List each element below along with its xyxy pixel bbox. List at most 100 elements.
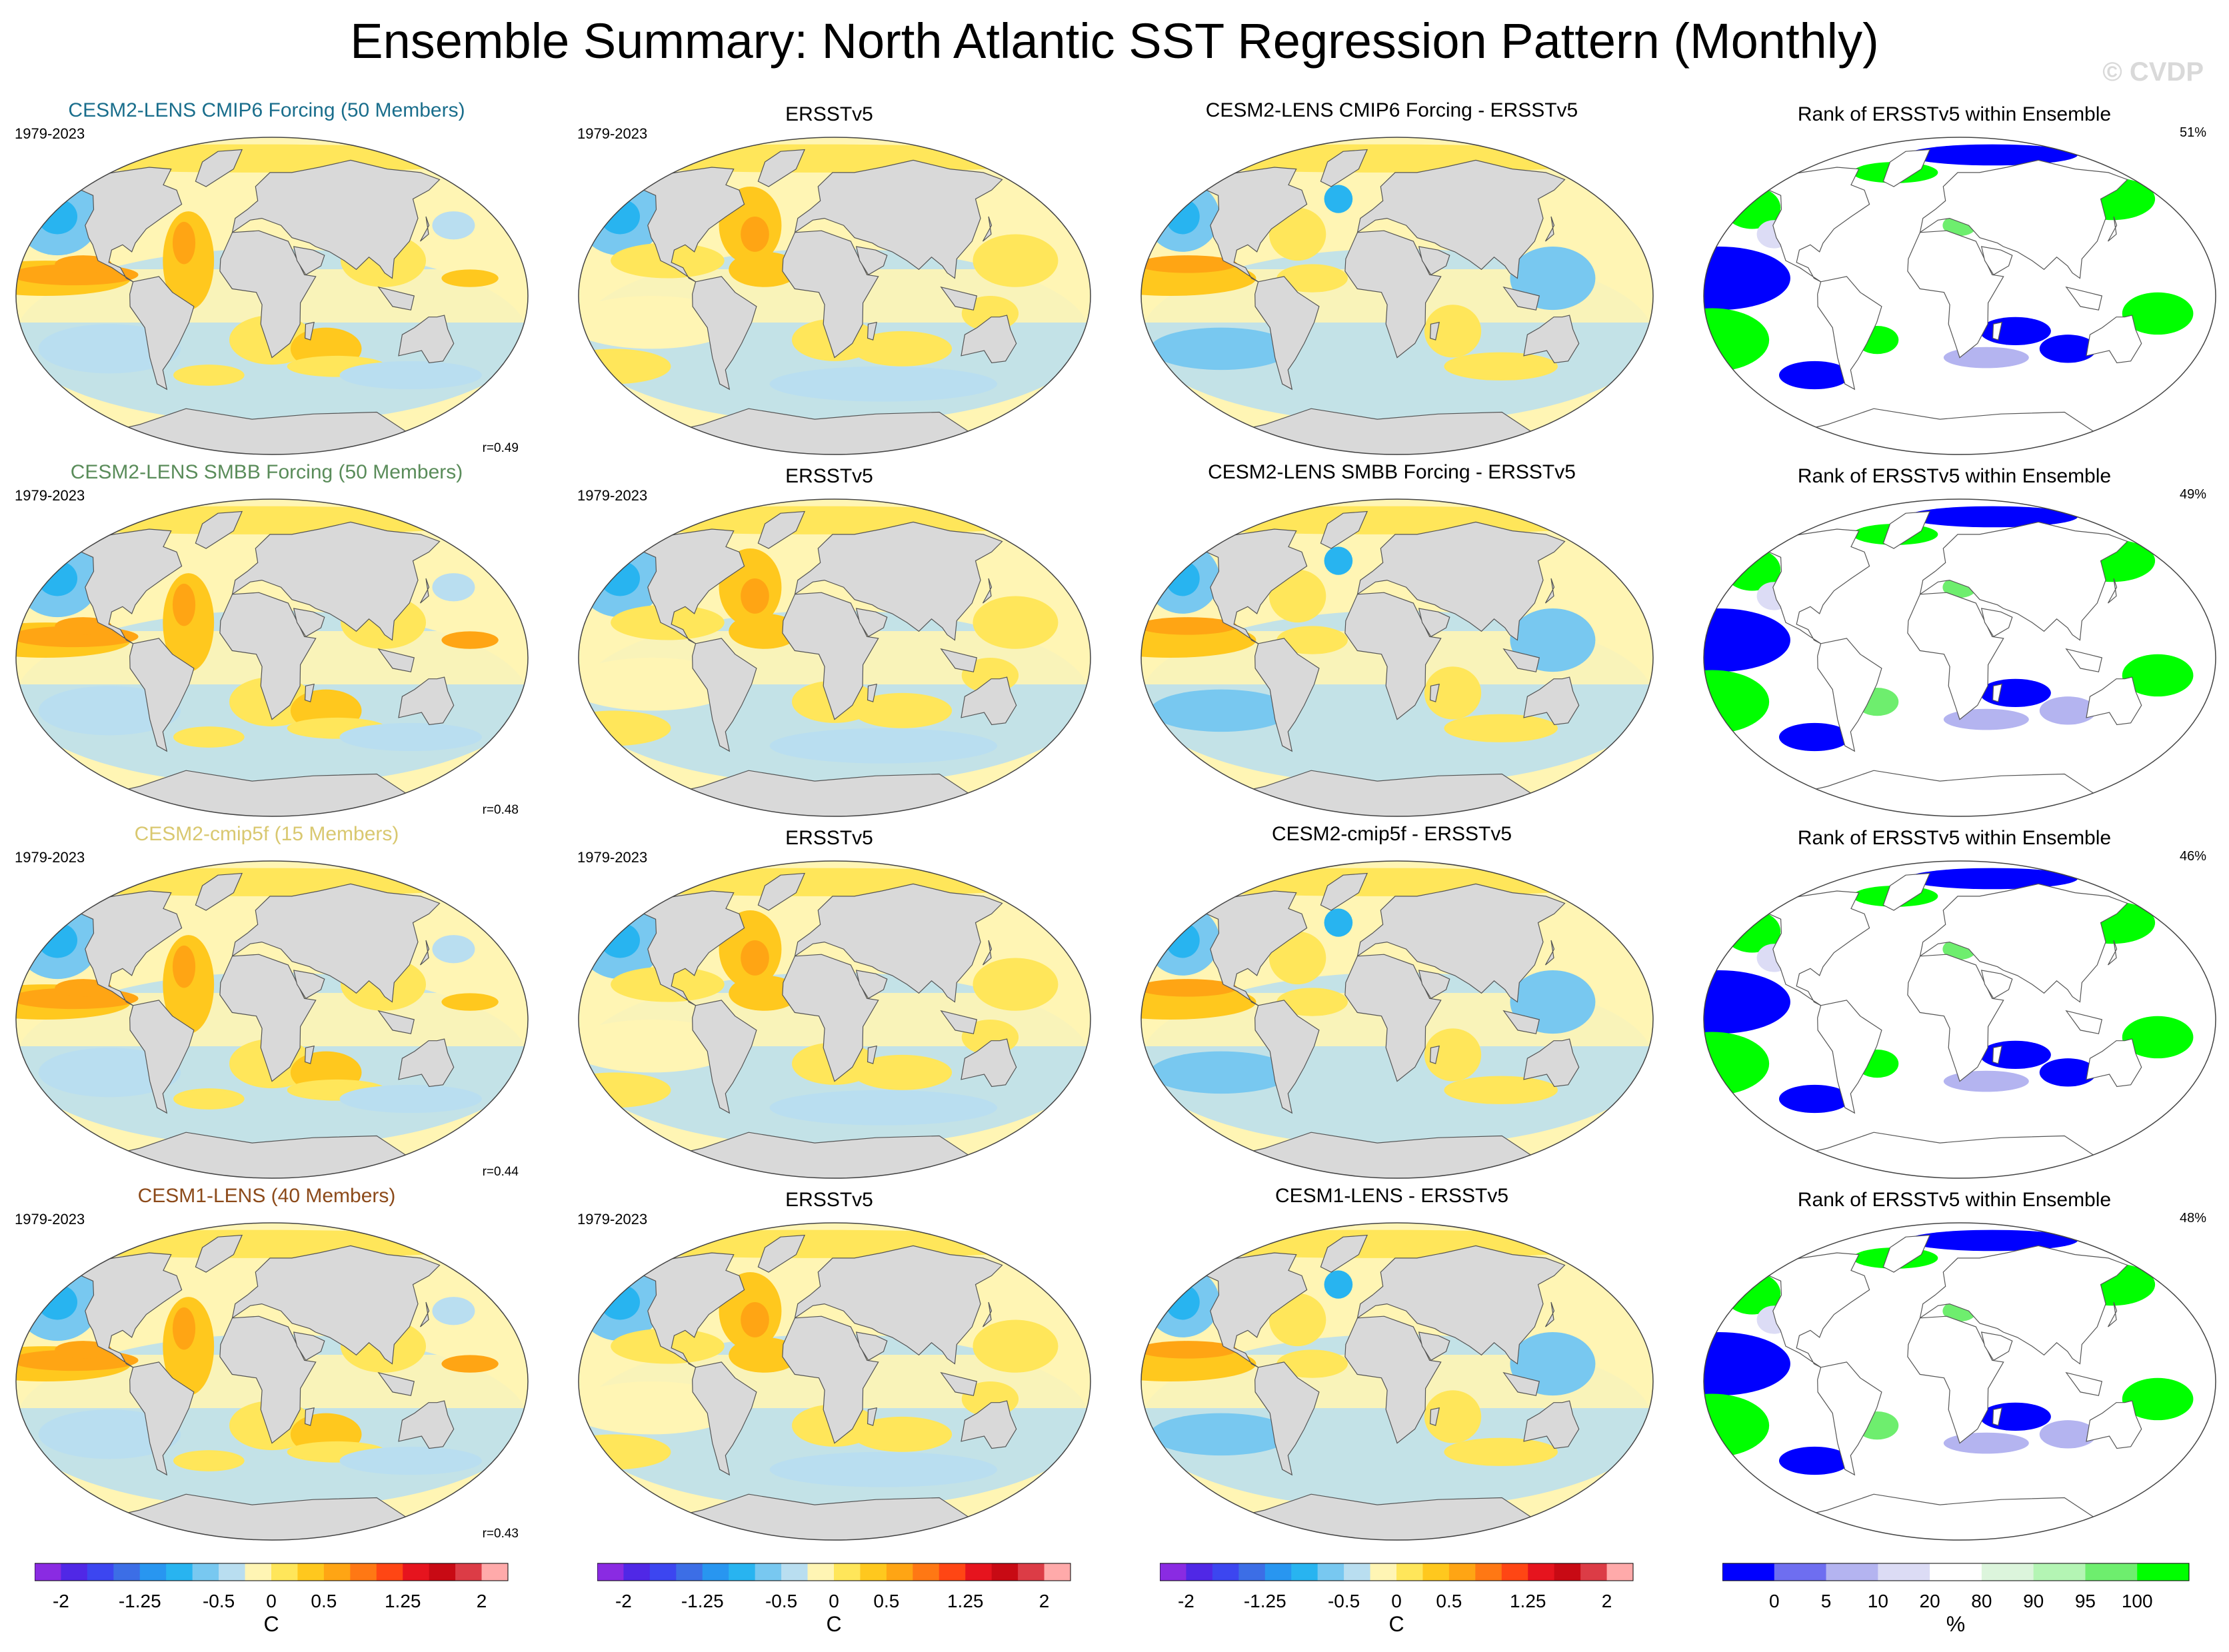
obs-title: ERSSTv5 — [785, 827, 873, 849]
map-border — [15, 860, 529, 1179]
anomaly-region — [1276, 1349, 1348, 1378]
land-mass — [982, 578, 993, 604]
land-mass — [129, 276, 195, 391]
land-mass — [195, 510, 243, 549]
map-border — [15, 498, 529, 817]
anomaly-region — [852, 692, 953, 728]
colorbar-swatch — [1264, 1563, 1292, 1581]
land-mass — [867, 1407, 877, 1426]
colorbar-swatch — [939, 1563, 966, 1581]
anomaly-region — [172, 583, 196, 626]
land-mass — [1817, 1361, 1882, 1476]
anomaly-region — [339, 361, 482, 390]
diff-map — [1140, 137, 1654, 455]
land-mass — [1502, 1010, 1540, 1034]
map-holder — [1138, 1220, 1656, 1546]
obs-map — [578, 137, 1091, 455]
land-mass — [1188, 167, 1308, 283]
map-holder — [576, 1220, 1093, 1546]
pattern-correlation: r=0.48 — [482, 803, 519, 817]
anomaly-region — [1268, 931, 1326, 985]
colorbar-rank: 0 5 10 20 80 90 95 100% — [1722, 1563, 2202, 1636]
colorbar-swatch — [702, 1563, 729, 1581]
anomaly-region — [172, 221, 196, 265]
pattern-correlation: r=0.43 — [482, 1527, 519, 1541]
colorbar-tick-label: 1.25 — [1509, 1591, 1546, 1611]
anomaly-region — [37, 199, 78, 235]
colorbar-tick-label: -1.25 — [1243, 1591, 1286, 1611]
anomaly-region — [1276, 988, 1348, 1016]
panel-model-row-4: CESM1-LENS (40 Members) 1979-2023 r=0.43 — [0, 1183, 533, 1545]
colorbar-tick-label: 0.5 — [873, 1591, 900, 1611]
land-mass — [867, 321, 877, 341]
colorbar-swatch — [166, 1563, 193, 1581]
anomaly-region — [1778, 1446, 1850, 1475]
map-holder — [1138, 496, 1656, 822]
anomaly-region — [2122, 1377, 2194, 1421]
colorbar-strip — [35, 1563, 509, 1581]
obs-map — [578, 860, 1091, 1179]
anomaly-region — [16, 1230, 511, 1258]
anomaly-region — [741, 217, 769, 252]
anomaly-region — [1778, 361, 1850, 390]
land-mass — [1882, 872, 1931, 911]
colorbar-swatch — [403, 1563, 430, 1581]
colorbar-tick-label: 0 — [829, 1591, 839, 1611]
land-mass — [129, 1361, 195, 1476]
land-mass — [1429, 321, 1440, 341]
anomaly-region — [441, 993, 499, 1011]
land-mass — [961, 1038, 1017, 1088]
anomaly-region — [2039, 1420, 2097, 1449]
anomaly-region — [1980, 1402, 2051, 1431]
anomaly-region — [2122, 1016, 2194, 1059]
land-mass — [1817, 1000, 1882, 1114]
land-mass — [195, 872, 243, 911]
anomaly-region — [2039, 696, 2097, 725]
land-mass — [1356, 1245, 1566, 1365]
land-mass — [940, 1371, 978, 1396]
land-mass — [1188, 528, 1308, 644]
land-mass — [1544, 216, 1555, 242]
land-mass — [1544, 1301, 1555, 1327]
map-holder — [13, 858, 531, 1184]
land-mass — [293, 608, 325, 638]
colorbar-strip — [1722, 1563, 2190, 1581]
obs-title: ERSSTv5 — [785, 103, 873, 125]
anomaly-region — [16, 144, 511, 173]
map-holder — [1701, 1220, 2218, 1546]
anomaly-region — [1165, 199, 1200, 235]
anomaly-region — [441, 269, 499, 287]
anomaly-region — [600, 560, 641, 596]
land-mass — [1188, 1252, 1308, 1368]
map-holder — [1701, 858, 2218, 1184]
land-mass — [2107, 1301, 2118, 1327]
colorbar-swatch — [1422, 1563, 1450, 1581]
land-mass — [961, 676, 1017, 726]
diff-title: CESM1-LENS - ERSSTv5 — [1274, 1185, 1509, 1207]
land-mass — [1980, 970, 2013, 1000]
colorbar-swatch — [1291, 1563, 1318, 1581]
anomaly-region — [1141, 868, 1636, 896]
colorbar-tick-label: 0.5 — [1436, 1591, 1462, 1611]
land-mass — [982, 1301, 993, 1327]
land-mass — [1751, 528, 1870, 644]
map-border — [15, 1222, 529, 1541]
anomaly-region — [1980, 1040, 2051, 1070]
land-mass — [1992, 1407, 2002, 1426]
anomaly-region — [441, 1355, 499, 1373]
colorbar-swatch — [834, 1563, 861, 1581]
anomaly-region — [1141, 144, 1636, 173]
land-mass — [63, 167, 183, 283]
panel-diff-row-3: CESM2-cmip5f - ERSSTv5 — [1125, 821, 1658, 1184]
colorbar-tick-label: 100 — [2121, 1591, 2153, 1611]
rank-percent: 49% — [2179, 487, 2206, 502]
anomaly-region — [1943, 708, 2029, 730]
land-mass — [1882, 149, 1931, 187]
anomaly-region — [579, 868, 1074, 896]
anomaly-region — [769, 366, 997, 402]
period-label: 1979-2023 — [577, 849, 648, 866]
land-mass — [1356, 521, 1566, 641]
colorbar-swatch — [1981, 1563, 2034, 1581]
model-title: CESM2-cmip5f (15 Members) — [134, 823, 399, 845]
colorbar-unit: % — [1946, 1612, 1966, 1636]
